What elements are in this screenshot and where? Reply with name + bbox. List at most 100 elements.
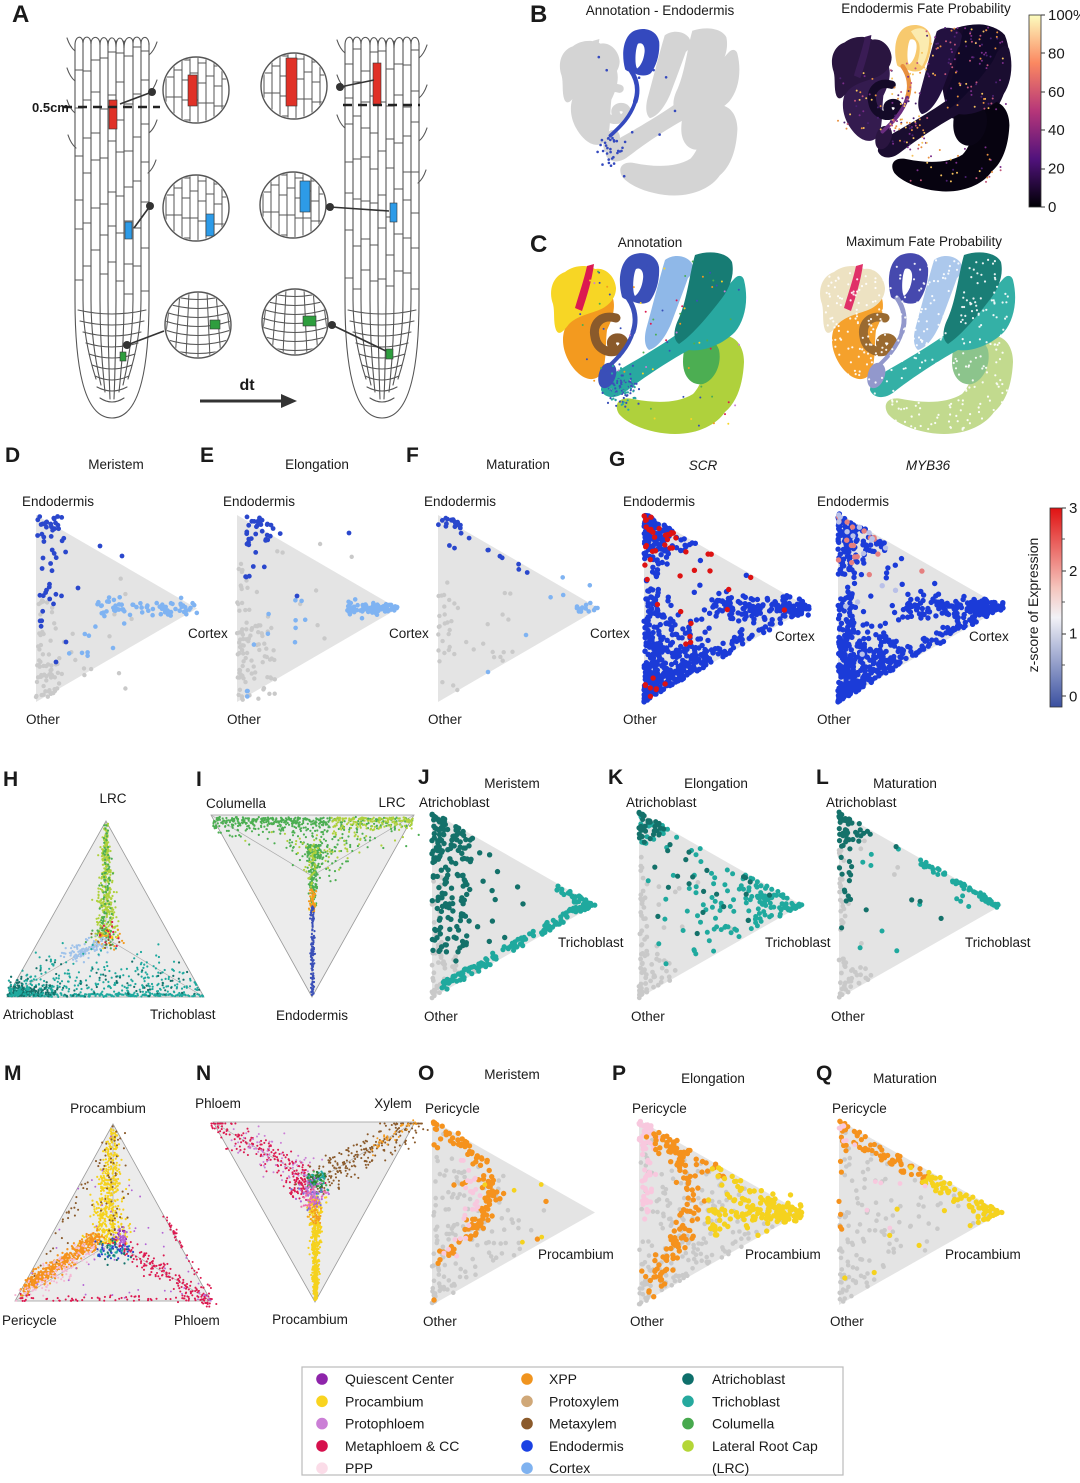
svg-text:Procambium: Procambium: [70, 1101, 146, 1116]
svg-text:60: 60: [1048, 84, 1065, 101]
svg-text:N: N: [196, 1062, 211, 1085]
svg-text:Other: Other: [26, 712, 60, 727]
svg-text:Cortex: Cortex: [775, 629, 815, 644]
svg-text:3: 3: [1069, 500, 1077, 517]
svg-text:L: L: [816, 766, 829, 789]
svg-text:Endodermis: Endodermis: [424, 494, 496, 509]
svg-text:E: E: [200, 444, 214, 467]
svg-text:Q: Q: [816, 1062, 832, 1085]
svg-text:Other: Other: [428, 712, 462, 727]
svg-text:Atrichoblast: Atrichoblast: [626, 795, 697, 810]
svg-text:Xylem: Xylem: [374, 1096, 412, 1111]
svg-text:PPP: PPP: [345, 1460, 373, 1476]
svg-text:40: 40: [1048, 122, 1065, 139]
svg-text:Atrichoblast: Atrichoblast: [712, 1371, 785, 1387]
svg-text:Other: Other: [227, 712, 261, 727]
svg-text:Other: Other: [831, 1009, 865, 1024]
svg-text:Phloem: Phloem: [174, 1313, 220, 1328]
svg-text:Other: Other: [623, 712, 657, 727]
svg-text:SCR: SCR: [689, 458, 718, 473]
svg-text:Maturation: Maturation: [873, 1071, 937, 1086]
svg-text:Quiescent Center: Quiescent Center: [345, 1371, 454, 1387]
svg-text:Pericycle: Pericycle: [632, 1101, 687, 1116]
svg-text:Protophloem: Protophloem: [345, 1416, 424, 1432]
svg-text:Maturation: Maturation: [873, 776, 937, 791]
svg-text:I: I: [196, 768, 202, 791]
svg-text:Metaphloem & CC: Metaphloem & CC: [345, 1438, 459, 1454]
svg-text:Pericycle: Pericycle: [425, 1101, 480, 1116]
svg-text:Endodermis: Endodermis: [549, 1438, 624, 1454]
svg-text:2: 2: [1069, 563, 1077, 580]
svg-text:LRC: LRC: [378, 795, 405, 810]
svg-text:Columella: Columella: [206, 796, 267, 811]
svg-text:Endodermis: Endodermis: [22, 494, 94, 509]
svg-text:Protoxylem: Protoxylem: [549, 1393, 619, 1409]
svg-text:dt: dt: [239, 377, 255, 394]
svg-text:Other: Other: [830, 1314, 864, 1329]
svg-text:Trichoblast: Trichoblast: [558, 935, 624, 950]
svg-text:Procambium: Procambium: [745, 1247, 821, 1262]
svg-text:Endodermis: Endodermis: [276, 1008, 348, 1023]
svg-text:Other: Other: [631, 1009, 665, 1024]
svg-text:Cortex: Cortex: [389, 626, 429, 641]
svg-text:Other: Other: [424, 1009, 458, 1024]
svg-text:Endodermis: Endodermis: [623, 494, 695, 509]
svg-text:Metaxylem: Metaxylem: [549, 1416, 617, 1432]
svg-text:Elongation: Elongation: [681, 1071, 745, 1086]
svg-text:80: 80: [1048, 45, 1065, 62]
svg-text:P: P: [612, 1062, 626, 1085]
svg-text:MYB36: MYB36: [906, 458, 951, 473]
svg-text:Columella: Columella: [712, 1416, 774, 1432]
svg-text:Other: Other: [817, 712, 851, 727]
svg-text:G: G: [609, 448, 625, 471]
svg-text:Maturation: Maturation: [486, 457, 550, 472]
svg-text:Procambium: Procambium: [945, 1247, 1021, 1262]
svg-text:K: K: [608, 766, 623, 789]
svg-text:Other: Other: [423, 1314, 457, 1329]
svg-text:Atrichoblast: Atrichoblast: [826, 795, 897, 810]
svg-text:XPP: XPP: [549, 1371, 577, 1387]
svg-text:M: M: [4, 1062, 22, 1085]
svg-text:0: 0: [1069, 688, 1077, 705]
svg-text:100%: 100%: [1048, 7, 1080, 24]
svg-text:Pericycle: Pericycle: [832, 1101, 887, 1116]
svg-text:z-score of Expression: z-score of Expression: [1025, 538, 1041, 673]
svg-text:Elongation: Elongation: [684, 776, 748, 791]
svg-text:D: D: [5, 444, 20, 467]
svg-text:Endodermis: Endodermis: [223, 494, 295, 509]
svg-text:Annotation - Endodermis: Annotation - Endodermis: [586, 3, 735, 18]
svg-text:Trichoblast: Trichoblast: [712, 1393, 780, 1409]
svg-text:Atrichoblast: Atrichoblast: [419, 795, 490, 810]
svg-text:Elongation: Elongation: [285, 457, 349, 472]
svg-text:Lateral Root Cap: Lateral Root Cap: [712, 1438, 818, 1454]
svg-text:Trichoblast: Trichoblast: [150, 1007, 216, 1022]
svg-text:J: J: [418, 766, 430, 789]
svg-text:Meristem: Meristem: [484, 776, 540, 791]
svg-text:Other: Other: [630, 1314, 664, 1329]
svg-text:F: F: [406, 444, 419, 467]
svg-text:Procambium: Procambium: [345, 1393, 424, 1409]
svg-text:O: O: [418, 1062, 434, 1085]
svg-text:(LRC): (LRC): [712, 1460, 749, 1476]
svg-text:Cortex: Cortex: [969, 629, 1009, 644]
svg-text:Phloem: Phloem: [195, 1096, 241, 1111]
svg-text:Endodermis Fate Probability: Endodermis Fate Probability: [841, 1, 1011, 16]
svg-text:Cortex: Cortex: [590, 626, 630, 641]
svg-text:Trichoblast: Trichoblast: [765, 935, 831, 950]
svg-text:B: B: [530, 1, 547, 28]
svg-text:Meristem: Meristem: [88, 457, 144, 472]
svg-text:Cortex: Cortex: [549, 1460, 590, 1476]
svg-text:H: H: [3, 768, 18, 791]
svg-text:1: 1: [1069, 626, 1077, 643]
svg-text:Annotation: Annotation: [618, 235, 683, 250]
svg-text:Endodermis: Endodermis: [817, 494, 889, 509]
svg-text:Procambium: Procambium: [272, 1312, 348, 1327]
svg-text:20: 20: [1048, 161, 1065, 178]
svg-text:Meristem: Meristem: [484, 1067, 540, 1082]
svg-text:C: C: [530, 231, 547, 258]
svg-text:Maximum Fate Probability: Maximum Fate Probability: [846, 234, 1002, 249]
svg-text:Procambium: Procambium: [538, 1247, 614, 1262]
svg-text:Atrichoblast: Atrichoblast: [3, 1007, 74, 1022]
svg-text:0: 0: [1048, 199, 1056, 216]
svg-text:A: A: [12, 1, 29, 28]
